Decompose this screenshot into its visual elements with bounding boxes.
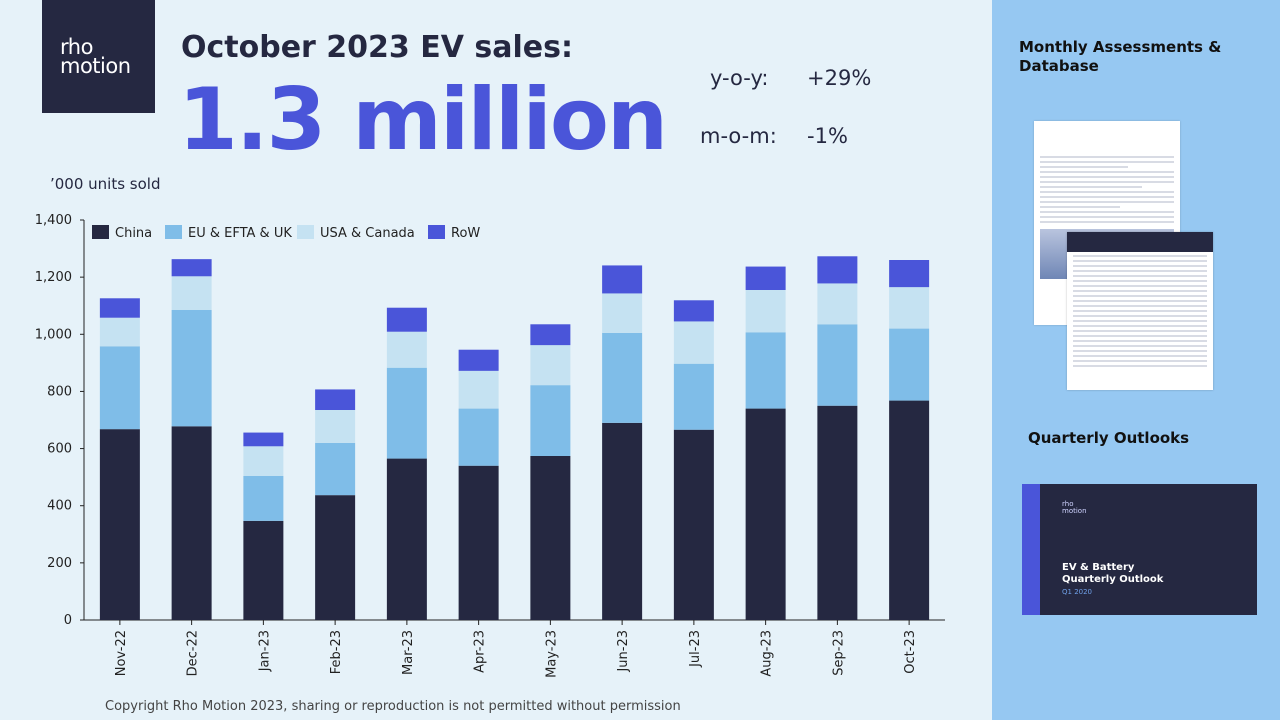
bar-segment <box>458 349 499 371</box>
cover-title: EV & Battery Quarterly Outlook <box>1062 562 1164 585</box>
bar-segment <box>530 345 571 386</box>
bar-segment <box>386 367 427 459</box>
bar-segment <box>745 408 786 620</box>
copyright-notice: Copyright Rho Motion 2023, sharing or re… <box>105 699 681 714</box>
y-tick-label: 600 <box>47 442 72 457</box>
bar-segment <box>889 287 930 329</box>
bar-segment <box>386 458 427 620</box>
bar-segment <box>99 317 140 347</box>
bar-segment <box>458 370 499 409</box>
bar-segment <box>315 495 356 620</box>
legend-swatch <box>92 225 109 239</box>
legend-label: China <box>115 226 152 241</box>
bar-segment <box>817 324 858 406</box>
y-axis-units-label: ’000 units sold <box>50 175 161 193</box>
bar-segment <box>530 456 571 620</box>
x-tick-label: May-23 <box>544 630 559 678</box>
bar-segment <box>889 328 930 401</box>
bar-segment <box>458 408 499 466</box>
bar-segment <box>889 260 930 288</box>
bar-segment <box>817 283 858 325</box>
x-tick-label: Mar-23 <box>401 630 416 675</box>
y-tick-label: 1,000 <box>35 327 72 342</box>
x-tick-label: Feb-23 <box>329 630 344 674</box>
bar-segment <box>602 332 643 423</box>
database-document-thumbnail[interactable] <box>1067 232 1213 390</box>
x-tick-label: Jun-23 <box>616 630 631 673</box>
x-tick-label: Oct-23 <box>903 630 918 674</box>
bar-segment <box>99 298 140 318</box>
x-tick-label: Dec-22 <box>186 630 201 676</box>
bar-segment <box>99 429 140 620</box>
bar-segment <box>745 290 786 333</box>
bar-segment <box>602 265 643 294</box>
y-tick-label: 400 <box>47 499 72 514</box>
bar-segment <box>530 385 571 456</box>
cover-subtitle: Q1 2020 <box>1062 588 1093 596</box>
bar-segment <box>673 429 714 620</box>
bar-segment <box>745 266 786 290</box>
sidebar-title-outlooks: Quarterly Outlooks <box>1028 429 1190 447</box>
y-tick-label: 800 <box>47 384 72 399</box>
bar-segment <box>673 363 714 430</box>
x-tick-label: Jan-23 <box>257 630 272 672</box>
bar-segment <box>243 432 284 447</box>
y-tick-label: 1,200 <box>35 270 72 285</box>
bar-segment <box>315 410 356 443</box>
bar-segment <box>99 346 140 430</box>
y-tick-label: 200 <box>47 556 72 571</box>
bar-segment <box>673 321 714 364</box>
bar-segment <box>817 405 858 620</box>
page-title: October 2023 EV sales: <box>181 30 573 65</box>
bar-segment <box>171 276 212 310</box>
logo-line-1: rho <box>60 35 93 59</box>
x-tick-label: Aug-23 <box>760 630 775 677</box>
bar-segment <box>745 332 786 409</box>
legend-swatch <box>297 225 314 239</box>
x-tick-label: Nov-22 <box>114 630 129 676</box>
quarterly-outlook-cover[interactable]: rho motion EV & Battery Quarterly Outloo… <box>1022 484 1257 615</box>
y-tick-label: 1,400 <box>35 213 72 228</box>
bar-segment <box>602 293 643 333</box>
mom-label: m-o-m: <box>700 124 777 148</box>
legend-label: USA & Canada <box>320 226 415 241</box>
legend-label: RoW <box>451 226 480 241</box>
x-tick-label: Sep-23 <box>831 630 846 676</box>
bar-segment <box>315 442 356 496</box>
legend-swatch <box>428 225 445 239</box>
sidebar-title-assessments: Monthly Assessments & Database <box>1019 38 1222 75</box>
stacked-bar-chart: 0 200 400 600 800 1,000 1,200 1,400 Nov-22 Dec-22… <box>35 213 945 678</box>
bar-segment <box>171 259 212 277</box>
rho-motion-logo: rho motion <box>42 0 155 113</box>
bar-segment <box>315 389 356 410</box>
cover-accent-edge <box>1022 484 1040 615</box>
cover-logo: rho motion <box>1062 500 1087 515</box>
bar-segment <box>889 400 930 620</box>
bar-segment <box>243 446 284 476</box>
yoy-label: y-o-y: <box>710 66 769 90</box>
bar-segment <box>243 476 284 521</box>
legend-label: EU & EFTA & UK <box>188 226 292 241</box>
bar-segment <box>530 324 571 346</box>
bar-segment <box>243 520 284 620</box>
bar-segment <box>386 331 427 368</box>
bar-segment <box>673 300 714 322</box>
bar-segment <box>171 426 212 620</box>
bar-segment <box>602 422 643 620</box>
bar-segment <box>458 465 499 620</box>
legend-swatch <box>165 225 182 239</box>
logo-line-2: motion <box>60 54 131 78</box>
bar-segment <box>386 307 427 332</box>
bar-segment <box>171 310 212 427</box>
headline-value: 1.3 million <box>178 70 668 170</box>
bar-segment <box>817 256 858 284</box>
yoy-value: +29% <box>807 66 872 90</box>
x-tick-label: Apr-23 <box>473 630 488 673</box>
y-tick-label: 0 <box>64 613 72 628</box>
x-tick-label: Jul-23 <box>688 630 703 668</box>
mom-value: -1% <box>807 124 848 148</box>
